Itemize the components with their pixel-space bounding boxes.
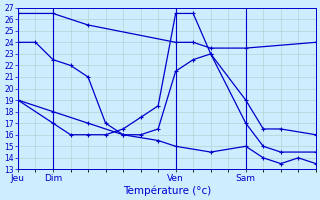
X-axis label: Température (°c): Température (°c)	[123, 185, 211, 196]
